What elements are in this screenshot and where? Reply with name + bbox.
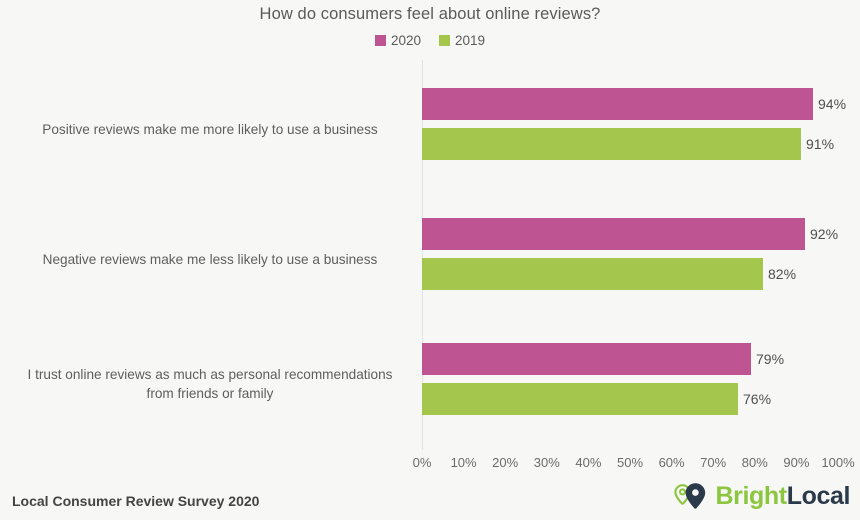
bar-group: Positive reviews make me more likely to … xyxy=(0,82,860,184)
x-tick-label: 10% xyxy=(450,455,477,470)
brightlocal-logo[interactable]: BrightLocal xyxy=(670,481,851,511)
x-tick-label: 0% xyxy=(412,455,432,470)
bar-group: I trust online reviews as much as person… xyxy=(0,337,860,439)
chart-plot-area: Positive reviews make me more likely to … xyxy=(0,60,860,455)
bar-2019[interactable] xyxy=(422,128,801,160)
y-axis-line xyxy=(422,60,423,450)
x-tick-label: 100% xyxy=(821,455,855,470)
bar-value-2020: 92% xyxy=(810,226,839,242)
bar-group: Negative reviews make me less likely to … xyxy=(0,212,860,314)
bar-value-2019: 76% xyxy=(743,391,772,407)
legend-swatch-2019 xyxy=(439,35,450,46)
legend-swatch-2020 xyxy=(374,35,386,46)
brand-bright-text: Bright xyxy=(715,481,788,510)
legend-item-2019[interactable]: 2019 xyxy=(439,33,485,48)
bar-2020[interactable] xyxy=(422,88,813,120)
legend-label-2019: 2019 xyxy=(455,33,486,48)
x-tick-label: 80% xyxy=(741,455,768,470)
x-tick-label: 60% xyxy=(658,455,685,470)
bar-row-2019: 91% xyxy=(422,128,834,160)
bar-2020[interactable] xyxy=(422,218,805,250)
category-label: I trust online reviews as much as person… xyxy=(27,367,393,401)
legend-label-2020: 2020 xyxy=(390,33,421,48)
legend-item-2020[interactable]: 2020 xyxy=(374,33,421,48)
category-label: Positive reviews make me more likely to … xyxy=(42,122,378,137)
bar-row-2020: 94% xyxy=(422,88,846,120)
map-pin-icon xyxy=(673,483,705,509)
footer-caption: Local Consumer Review Survey 2020 xyxy=(12,493,260,509)
brand-wordmark: BrightLocal xyxy=(715,481,851,510)
bar-row-2020: 79% xyxy=(422,343,784,375)
bar-2019[interactable] xyxy=(422,258,763,290)
x-tick-label: 70% xyxy=(700,455,727,470)
bar-row-2020: 92% xyxy=(422,218,838,250)
bar-2019[interactable] xyxy=(422,383,738,415)
bar-value-2019: 91% xyxy=(806,136,835,152)
chart-legend: 2020 2019 xyxy=(0,33,860,48)
bar-row-2019: 76% xyxy=(422,383,771,415)
bar-2020[interactable] xyxy=(422,343,751,375)
brand-local-text: Local xyxy=(786,481,851,510)
page-title: How do consumers feel about online revie… xyxy=(259,5,601,23)
x-tick-label: 50% xyxy=(616,455,644,470)
bar-value-2020: 79% xyxy=(756,351,785,367)
x-tick-label: 30% xyxy=(533,455,560,470)
bar-value-2020: 94% xyxy=(818,96,847,112)
x-axis: 0% 10% 20% 30% 40% 50% 60% 70% 80% 90% 1… xyxy=(413,455,855,475)
bar-value-2019: 82% xyxy=(768,266,797,282)
x-tick-label: 40% xyxy=(575,455,602,470)
category-label: Negative reviews make me less likely to … xyxy=(42,252,378,267)
x-tick-label: 20% xyxy=(492,455,519,470)
bar-row-2019: 82% xyxy=(422,258,796,290)
x-tick-label: 90% xyxy=(783,455,810,470)
